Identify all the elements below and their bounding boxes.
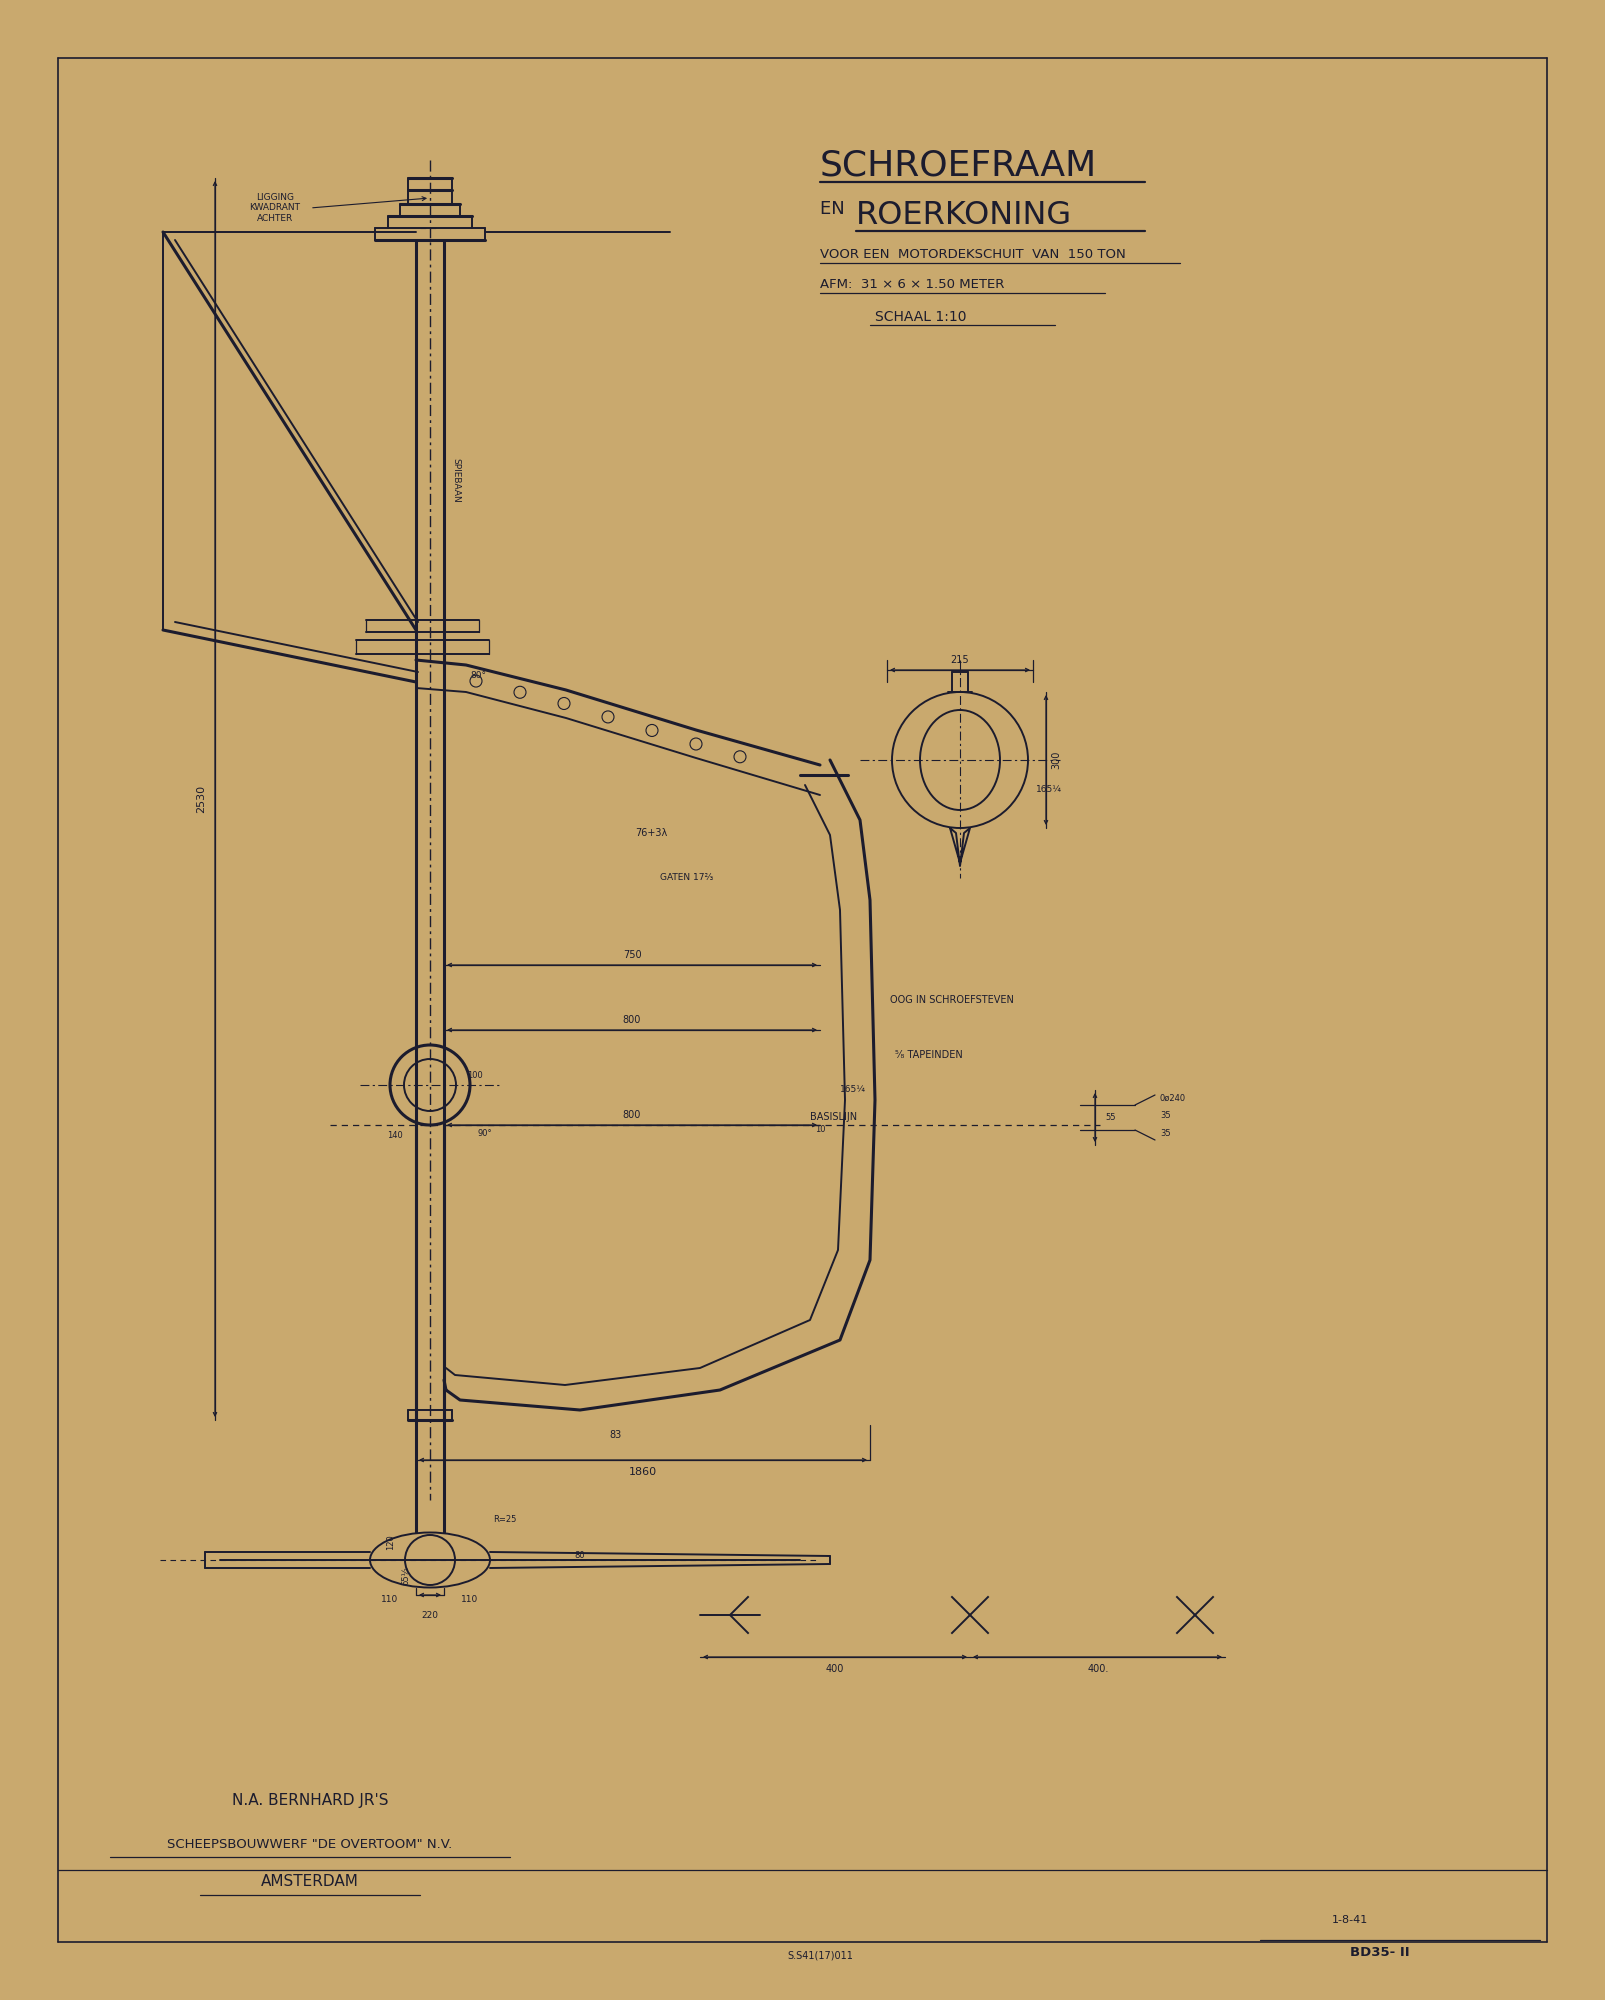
Text: 1860: 1860	[629, 1468, 656, 1476]
Text: ⁵⁄₈ TAPEINDEN: ⁵⁄₈ TAPEINDEN	[896, 1050, 963, 1060]
Text: 76+3λ: 76+3λ	[636, 828, 668, 838]
Text: 165¼: 165¼	[839, 1086, 867, 1094]
Text: 220: 220	[422, 1610, 438, 1620]
Text: 800: 800	[623, 1016, 640, 1024]
Text: 400.: 400.	[1087, 1664, 1109, 1674]
Text: 100: 100	[467, 1070, 483, 1080]
Text: SCHROEFRAAM: SCHROEFRAAM	[820, 148, 1098, 182]
Text: OOG IN SCHROEFSTEVEN: OOG IN SCHROEFSTEVEN	[891, 994, 1014, 1004]
Text: 140: 140	[387, 1130, 403, 1140]
Text: LIGGING
KWADRANT
ACHTER: LIGGING KWADRANT ACHTER	[249, 194, 300, 222]
Text: 1-8-41: 1-8-41	[1332, 1916, 1367, 1924]
Text: 300: 300	[1051, 750, 1061, 770]
Text: 65½: 65½	[401, 1566, 411, 1586]
Text: 120: 120	[387, 1534, 395, 1550]
Text: 80°: 80°	[470, 670, 486, 680]
Text: 400: 400	[827, 1664, 844, 1674]
Text: S.S41(17)011: S.S41(17)011	[786, 1950, 852, 1960]
Text: GATEN 17⅔: GATEN 17⅔	[660, 874, 713, 882]
Text: VOOR EEN  MOTORDEKSCHUIT  VAN  150 TON: VOOR EEN MOTORDEKSCHUIT VAN 150 TON	[820, 248, 1125, 260]
Text: BASISLIJN: BASISLIJN	[811, 1112, 857, 1122]
Text: EN: EN	[820, 200, 851, 218]
Text: 2530: 2530	[196, 784, 205, 814]
Text: 10: 10	[815, 1126, 825, 1134]
Text: N.A. BERNHARD JR'S: N.A. BERNHARD JR'S	[231, 1792, 388, 1808]
Text: 215: 215	[950, 656, 969, 664]
Text: 800: 800	[623, 1110, 640, 1120]
Text: R=25: R=25	[493, 1516, 517, 1524]
Text: 750: 750	[623, 950, 642, 960]
Text: 165¼: 165¼	[1035, 786, 1063, 794]
Text: 90°: 90°	[478, 1128, 493, 1138]
Text: 83: 83	[608, 1430, 621, 1440]
Text: 110: 110	[382, 1596, 398, 1604]
Text: AFM:  31 × 6 × 1.50 METER: AFM: 31 × 6 × 1.50 METER	[820, 278, 1005, 290]
Text: 35: 35	[1160, 1110, 1170, 1120]
Text: 80: 80	[575, 1550, 586, 1560]
Text: ROERKONING: ROERKONING	[855, 200, 1072, 230]
Text: SPIEBAAN: SPIEBAAN	[451, 458, 461, 502]
Text: SCHAAL 1:10: SCHAAL 1:10	[875, 310, 966, 324]
Text: BD35- II: BD35- II	[1350, 1946, 1409, 1960]
Text: 55: 55	[1104, 1114, 1115, 1122]
Text: SCHEEPSBOUWWERF "DE OVERTOOM" N.V.: SCHEEPSBOUWWERF "DE OVERTOOM" N.V.	[167, 1838, 453, 1852]
Text: 35: 35	[1160, 1128, 1170, 1138]
Text: AMSTERDAM: AMSTERDAM	[262, 1874, 360, 1890]
Text: 110: 110	[461, 1596, 478, 1604]
Text: 0ø240: 0ø240	[1160, 1094, 1186, 1102]
